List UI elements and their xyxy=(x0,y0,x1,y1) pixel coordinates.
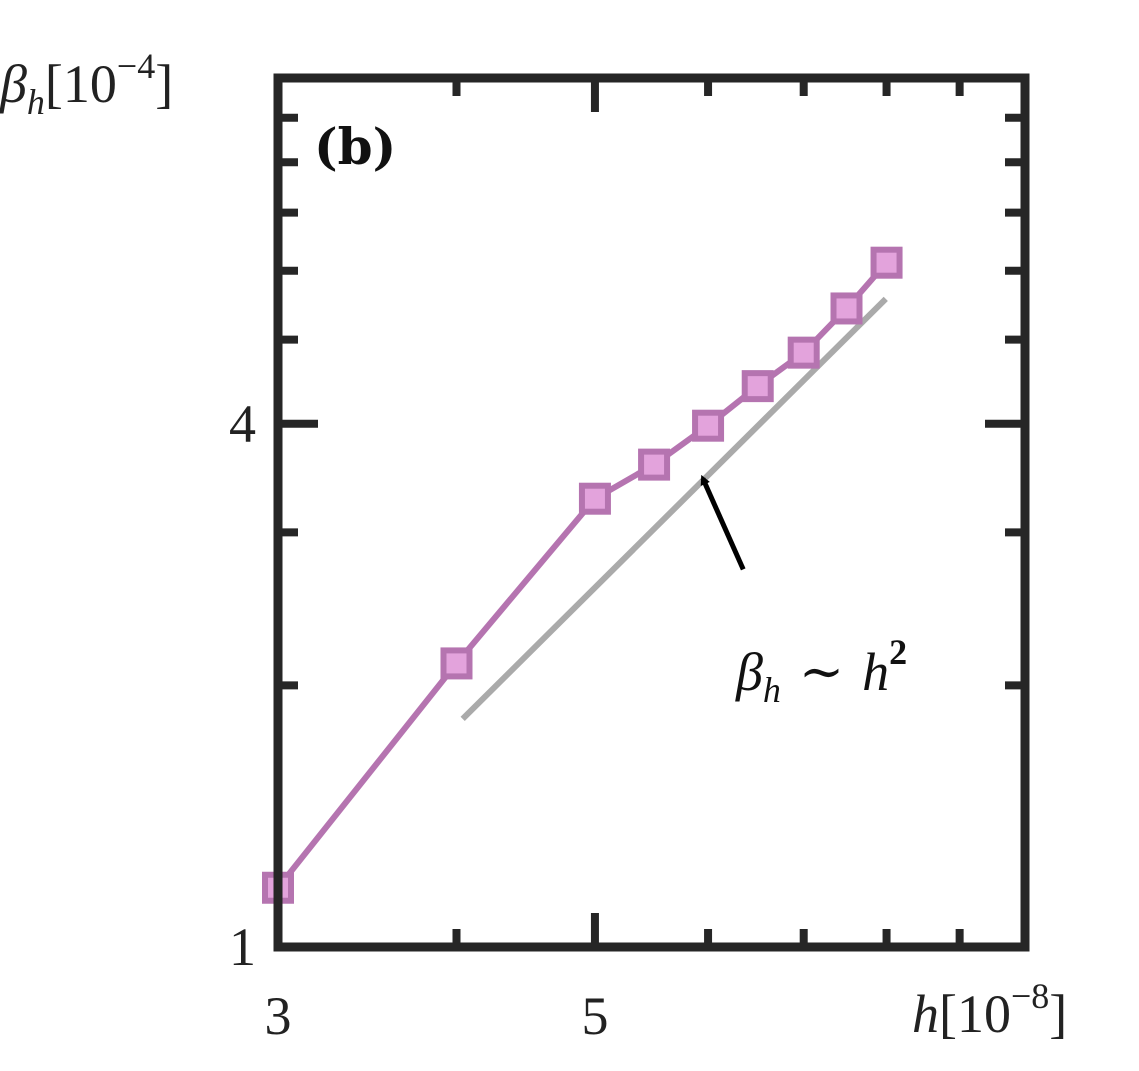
y-tick-label: 1 xyxy=(229,917,256,977)
x-tick-label: 3 xyxy=(265,986,292,1046)
y-axis-label: βh[10−4] xyxy=(0,46,173,122)
data-point xyxy=(638,448,671,481)
reference-line xyxy=(460,296,888,722)
plot-frame xyxy=(273,73,1030,952)
data-point xyxy=(692,409,725,442)
data-point xyxy=(741,370,774,403)
y-tick-labels: 14 xyxy=(229,394,256,977)
data-point xyxy=(870,246,903,279)
series-layer xyxy=(262,246,903,904)
data-point xyxy=(440,647,473,680)
annotation-scaling-label: βh ∼ h2 xyxy=(735,632,907,710)
annotation-arrow xyxy=(700,474,746,571)
x-tick-label: 5 xyxy=(581,986,608,1046)
data-point xyxy=(830,292,863,325)
y-tick-label: 4 xyxy=(229,394,256,454)
reference-line-layer xyxy=(460,296,888,722)
data-point xyxy=(787,336,820,369)
x-axis-label: h[10−8] xyxy=(912,976,1067,1044)
ticks-layer xyxy=(278,78,1025,947)
data-point xyxy=(578,482,611,515)
panel-label: (b) xyxy=(314,117,396,176)
